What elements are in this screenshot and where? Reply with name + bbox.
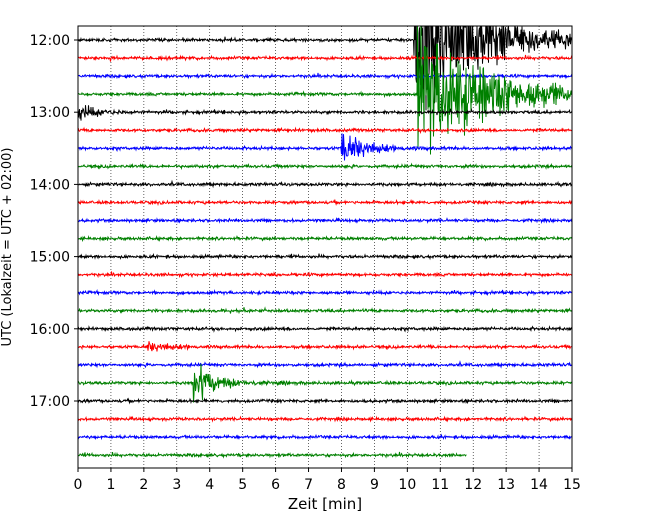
trace-1315 xyxy=(78,126,572,135)
x-tick-label: 7 xyxy=(304,477,313,493)
x-tick-label: 4 xyxy=(205,477,214,493)
trace-1445 xyxy=(78,234,572,243)
trace-1730 xyxy=(78,433,572,441)
x-axis-label: Zeit [min] xyxy=(288,495,362,513)
trace-1515 xyxy=(78,271,572,279)
trace-1530 xyxy=(78,288,572,297)
trace-1745 xyxy=(78,451,467,459)
x-tick-label: 3 xyxy=(172,477,181,493)
y-tick-label: 12:00 xyxy=(30,33,70,49)
x-tick-label: 6 xyxy=(271,477,280,493)
y-tick-label: 13:00 xyxy=(30,105,70,121)
trace-1215 xyxy=(78,54,572,62)
trace-1230 xyxy=(78,72,572,80)
trace-1200 xyxy=(78,26,572,111)
trace-1545 xyxy=(78,306,572,315)
x-tick-label: 8 xyxy=(337,477,346,493)
trace-1500 xyxy=(78,252,572,261)
traces xyxy=(78,26,572,459)
trace-1600 xyxy=(78,325,572,333)
trace-1415 xyxy=(78,198,572,207)
x-tick-label: 10 xyxy=(398,477,416,493)
trace-1645 xyxy=(78,363,572,403)
y-tick-label: 17:00 xyxy=(30,394,70,410)
plot-frame xyxy=(77,25,573,469)
x-tick-label: 1 xyxy=(106,477,115,493)
x-tick-label: 9 xyxy=(370,477,379,493)
x-axis: 0 1 2 3 4 5 6 7 8 9 10 11 12 13 14 15 xyxy=(74,468,581,493)
trace-1330 xyxy=(78,133,572,161)
trace-1300 xyxy=(78,105,572,121)
trace-1430 xyxy=(78,217,572,225)
x-tick-label: 14 xyxy=(530,477,548,493)
y-tick-label: 16:00 xyxy=(30,322,70,338)
x-tick-label: 5 xyxy=(238,477,247,493)
x-tick-label: 2 xyxy=(139,477,148,493)
trace-1630 xyxy=(78,360,572,369)
y-tick-label: 14:00 xyxy=(30,177,70,193)
x-tick-label: 0 xyxy=(74,477,83,493)
trace-1615 xyxy=(78,341,572,352)
y-axis: 12:00 13:00 14:00 15:00 16:00 17:00 xyxy=(30,33,78,410)
trace-1345 xyxy=(78,162,572,171)
x-tick-label: 11 xyxy=(431,477,449,493)
x-tick-label: 12 xyxy=(464,477,482,493)
y-axis-label: UTC (Lokalzeit = UTC + 02:00) xyxy=(0,148,15,347)
trace-1715 xyxy=(78,415,572,423)
trace-1245 xyxy=(78,26,572,155)
y-tick-label: 15:00 xyxy=(30,250,70,266)
x-tick-label: 13 xyxy=(497,477,515,493)
trace-1400 xyxy=(78,179,572,189)
trace-1700 xyxy=(78,397,572,405)
x-tick-label: 15 xyxy=(563,477,581,493)
